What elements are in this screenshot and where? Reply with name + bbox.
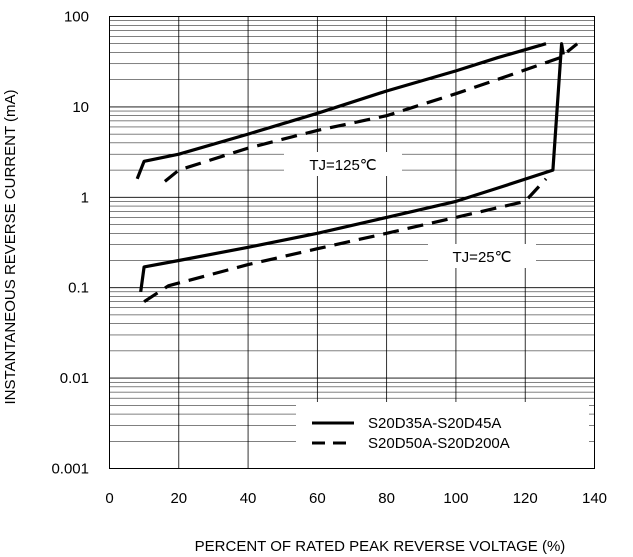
series-2-line-1 (163, 42, 579, 183)
series-2-line-2 (143, 177, 548, 304)
annotation-box-125 (284, 152, 402, 176)
x-tick-label: 120 (513, 490, 538, 507)
y-tick-label: 0.001 (51, 461, 89, 478)
y-tick-label: 0.1 (68, 280, 89, 297)
x-tick-label: 40 (240, 490, 257, 507)
x-axis-title: PERCENT OF RATED PEAK REVERSE VOLTAGE (%… (195, 538, 566, 555)
y-tick-label: 10 (72, 99, 89, 116)
legend-label-series-2: S20D50A-S20D200A (368, 435, 510, 452)
annotation-tj-125: TJ=125℃ (309, 157, 376, 174)
y-tick-label: 1 (81, 189, 89, 206)
grid (109, 16, 595, 469)
x-tick-label: 0 (105, 490, 113, 507)
legend-label-series-1: S20D35A-S20D45A (368, 415, 501, 432)
annotation-box-25 (428, 244, 536, 268)
plot-frame (109, 16, 595, 469)
legend: S20D35A-S20D45A S20D50A-S20D200A (312, 415, 510, 452)
series-1-line-1 (135, 42, 547, 180)
x-tick-label: 100 (443, 490, 468, 507)
y-tick-label: 0.01 (60, 370, 89, 387)
x-tick-label: 60 (309, 490, 326, 507)
x-tick-label: 140 (582, 490, 607, 507)
legend-box (296, 402, 589, 468)
y-axis-title: INSTANTANEOUS REVERSE CURRENT (mA) (2, 89, 19, 404)
series-1-line-2 (139, 42, 565, 293)
y-tick-label: 100 (64, 9, 89, 26)
x-tick-labels: 0 20 40 60 80 100 120 140 (105, 490, 607, 507)
plot-lines (135, 42, 579, 304)
x-tick-label: 20 (170, 490, 187, 507)
annotation-tj-25: TJ=25℃ (453, 249, 512, 266)
x-tick-label: 80 (378, 490, 395, 507)
y-tick-labels: 0.001 0.01 0.1 1 10 100 (51, 9, 89, 478)
